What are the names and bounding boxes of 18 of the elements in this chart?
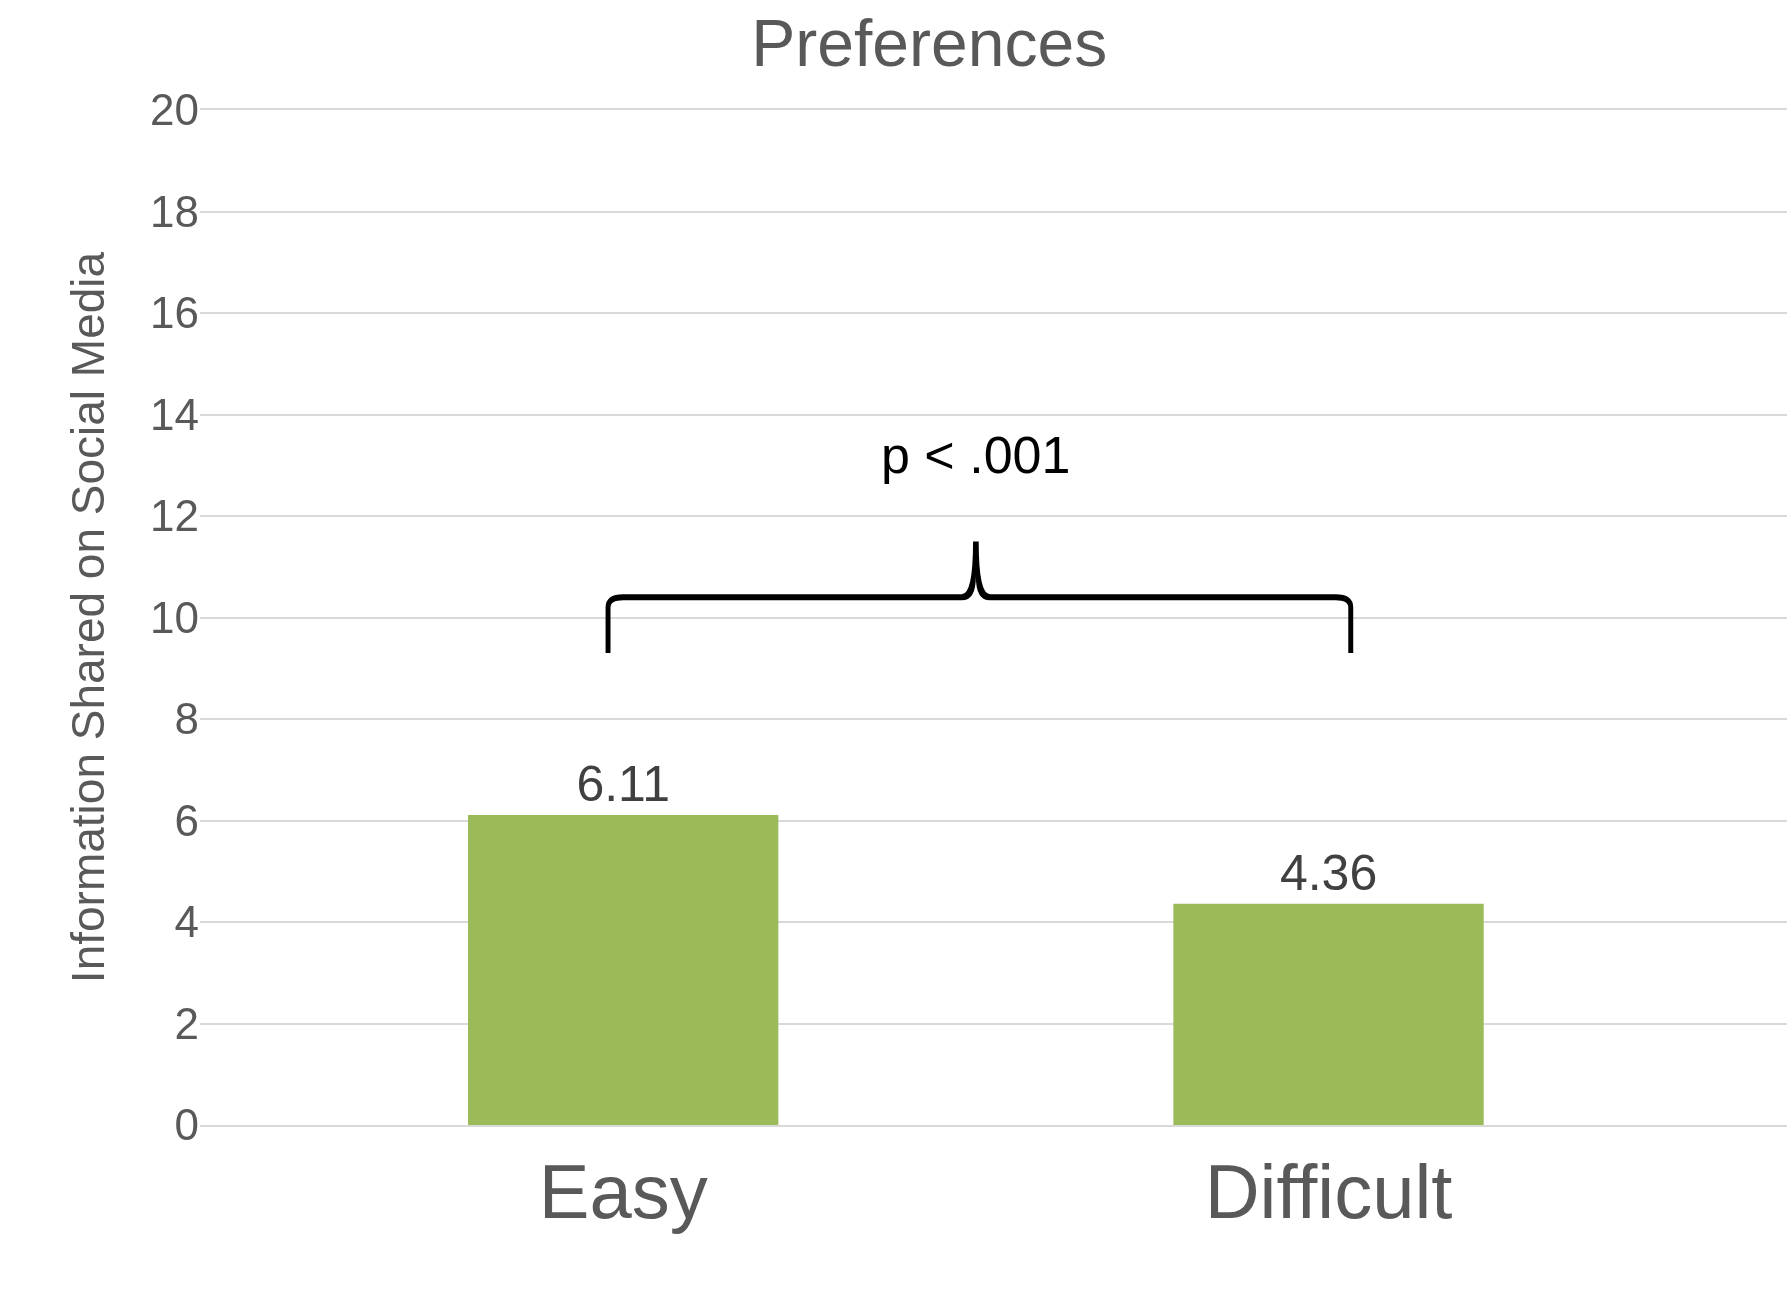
y-tick-label: 16 xyxy=(150,288,199,338)
y-tick-label: 6 xyxy=(174,795,199,845)
y-tick-label: 4 xyxy=(174,897,199,947)
data-label: 4.36 xyxy=(1279,844,1378,901)
y-axis-title: Information Shared on Social Media xyxy=(62,251,115,984)
x-tick-label: Easy xyxy=(538,1149,708,1235)
x-tick-label: Difficult xyxy=(1204,1149,1453,1235)
y-tick-label: 2 xyxy=(174,998,199,1048)
y-tick-label: 18 xyxy=(150,186,199,236)
y-tick-label: 12 xyxy=(150,491,199,541)
y-tick-label: 10 xyxy=(150,592,199,642)
chart-title: Preferences xyxy=(751,5,1108,80)
data-label: 6.11 xyxy=(576,755,670,812)
y-tick-label: 20 xyxy=(150,85,199,135)
y-tick-label: 8 xyxy=(174,694,199,744)
y-tick-label: 0 xyxy=(174,1100,199,1150)
annotation: p < .001 xyxy=(881,426,1071,484)
y-tick-label: 14 xyxy=(150,389,199,439)
